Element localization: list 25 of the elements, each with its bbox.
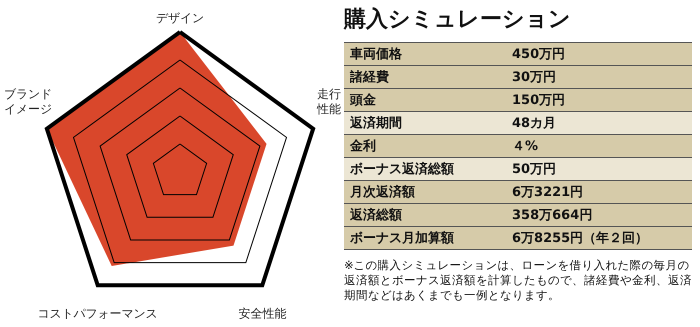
category-label: 車両価格 [349,46,403,64]
text: 48カ月 [512,116,556,131]
category-label: 月次返済額 [349,184,416,202]
category-label: 金利 [349,138,377,156]
spoke-label: デザイン [156,11,204,25]
text: 30万円 [512,70,556,85]
category-label: 返済期間 [349,114,403,133]
text: 150万円 [512,93,566,108]
text: ※この購入シミュレーションは、ローンを借り入れた際の毎月の返済額とボーナス返済額を計算したもので、諸経費や金利、返済期間などはあくまでも一例となります。 [344,258,693,303]
text: 50万円 [512,162,556,177]
text: 358万664円 [512,208,592,223]
text: 6万3221円 [512,185,584,200]
category-label: 頭金 [348,92,377,110]
text: 450万円 [512,47,566,62]
spoke-label: 安全性能 [238,306,286,320]
spoke-label: ブランドイメージ [4,87,52,116]
text: ４% [512,139,538,154]
text: 購入シミュレーション [344,5,572,34]
category-label: ボーナス月加算額 [349,230,455,248]
category-label: 返済総額 [349,206,403,225]
spoke-label: 走行性能 [316,87,341,116]
category-label: ボーナス返済総額 [349,160,455,179]
category-label: 諸経費 [348,69,390,87]
spoke-label: コストパフォーマンス [38,306,158,320]
text: 6万8255円（年２回） [512,231,648,246]
